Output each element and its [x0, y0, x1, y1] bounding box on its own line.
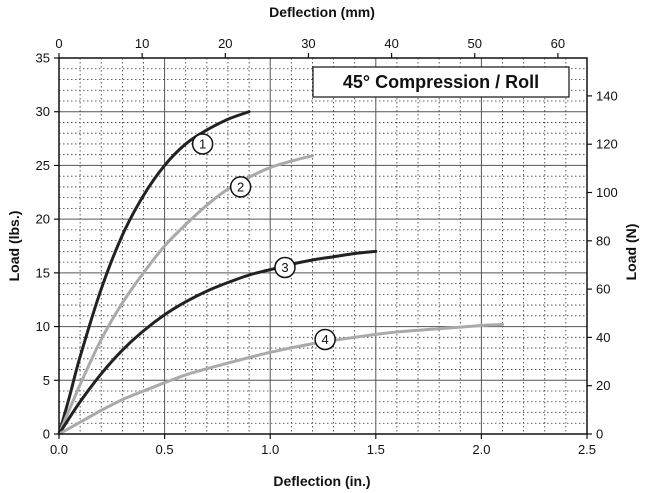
x-tick-label: 1.5 [367, 442, 385, 457]
y2-axis-ticks: 0 20 40 60 80 100 120 140 [587, 88, 618, 442]
y-tick-label: 25 [36, 158, 50, 173]
series-badge-1 [191, 133, 214, 155]
x-tick-label: 1.0 [261, 442, 279, 457]
y2-tick-label: 0 [596, 427, 603, 442]
y-tick-label: 5 [43, 373, 50, 388]
x2-tick-label: 0 [55, 36, 62, 51]
y2-axis-title: Load (N) [623, 224, 639, 281]
series-badge-2 [229, 176, 252, 198]
x2-tick-label: 50 [468, 36, 482, 51]
x-tick-label: 0.0 [50, 442, 68, 457]
y-tick-label: 35 [36, 51, 50, 66]
y-tick-label: 0 [43, 427, 50, 442]
y2-tick-label: 140 [596, 88, 618, 103]
x-tick-label: 2.5 [578, 442, 596, 457]
y2-tick-label: 40 [596, 330, 610, 345]
y-tick-label: 10 [36, 319, 50, 334]
series-badge-label-1: 1 [199, 136, 206, 151]
x-axis-title: Deflection (in.) [273, 473, 370, 489]
y-tick-label: 15 [36, 265, 50, 280]
chart-title-box: 45° Compression / Roll [312, 66, 570, 98]
major-gridlines [59, 58, 587, 434]
x2-tick-label: 30 [301, 36, 315, 51]
y2-tick-label: 20 [596, 378, 610, 393]
y2-tick-label: 80 [596, 233, 610, 248]
series-badge-label-2: 2 [237, 179, 244, 194]
series-lines [57, 110, 505, 436]
x-tick-label: 2.0 [472, 442, 490, 457]
series-line-3 [57, 249, 378, 436]
x2-tick-label: 10 [135, 36, 149, 51]
series-line-4 [57, 322, 505, 436]
series-line-2 [57, 154, 314, 436]
x2-axis-title: Deflection (mm) [269, 4, 375, 20]
y2-tick-label: 100 [596, 185, 618, 200]
series-line-1 [57, 110, 251, 436]
y-tick-label: 20 [36, 212, 50, 227]
x-axis-ticks: 0.0 0.5 1.0 1.5 2.0 2.5 [50, 434, 596, 457]
x2-tick-label: 20 [218, 36, 232, 51]
x2-axis-ticks: 0 10 20 30 40 50 60 [55, 36, 565, 58]
chart-title: 45° Compression / Roll [343, 72, 539, 92]
y-tick-label: 30 [36, 104, 50, 119]
series-badge-4 [314, 328, 336, 351]
chart-title-box-frame [312, 66, 570, 98]
x-tick-label: 0.5 [156, 442, 174, 457]
y-axis-ticks: 0 5 10 15 20 25 30 35 [36, 51, 59, 442]
y2-tick-label: 120 [596, 137, 618, 152]
series-badge-label-4: 4 [321, 332, 328, 347]
y-axis-title: Load (lbs.) [6, 211, 22, 282]
series-labels: 1 2 3 4 [191, 133, 336, 351]
series-badge-3 [274, 256, 296, 279]
x2-tick-label: 40 [384, 36, 398, 51]
y2-tick-label: 60 [596, 282, 610, 297]
plot-frame [58, 57, 588, 435]
series-badge-label-3: 3 [281, 260, 288, 275]
x2-tick-label: 60 [551, 36, 565, 51]
minor-gridlines [59, 58, 587, 434]
